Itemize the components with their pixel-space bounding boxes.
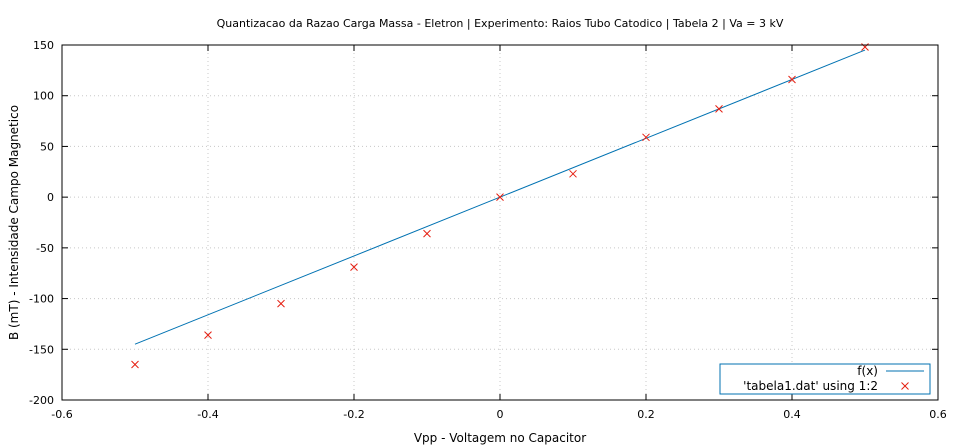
marker-stroke [715, 105, 723, 113]
marker-stroke [901, 382, 909, 390]
y-tick-label: -100 [29, 293, 54, 306]
x-tick-label: -0.4 [197, 408, 218, 421]
grid [62, 45, 938, 400]
axes: -0.6 -0.4 -0.2 0 0.2 0.4 0.6 -200 -150 -100 -50 0 50… [29, 39, 947, 421]
marker-stroke [204, 331, 212, 339]
y-tick-label: -150 [29, 343, 54, 356]
marker-stroke [131, 360, 139, 369]
data-point [131, 360, 139, 369]
x-tick-label: 0 [497, 408, 504, 421]
marker-stroke [496, 193, 504, 201]
x-axis-title: Vpp - Voltagem no Capacitor [414, 431, 586, 445]
legend-x-marker [901, 382, 909, 390]
legend-marker-data [901, 382, 909, 390]
data-point [277, 299, 285, 308]
legend-label-data: 'tabela1.dat' using 1:2 [743, 379, 878, 393]
x-tick-label: 0.4 [783, 408, 801, 421]
marker-stroke [423, 229, 431, 238]
data-point [788, 75, 796, 84]
chart-title: Quantizacao da Razao Carga Massa - Eletr… [217, 17, 784, 30]
y-tick-label: 50 [40, 140, 54, 153]
marker-stroke [350, 263, 358, 271]
data-point [496, 193, 504, 201]
data-point [204, 331, 212, 339]
legend-box [719, 363, 931, 395]
data-point [715, 105, 723, 113]
legend-label-fx: f(x) [857, 364, 878, 378]
marker-stroke [642, 133, 650, 142]
data-point [569, 169, 577, 178]
y-tick-label: -50 [36, 242, 54, 255]
marker-stroke [569, 169, 577, 178]
y-tick-label: -200 [29, 394, 54, 407]
y-tick-label: 0 [47, 191, 54, 204]
x-tick-label: 0.6 [929, 408, 947, 421]
y-tick-label: 150 [33, 39, 54, 52]
x-tick-label: -0.2 [343, 408, 364, 421]
data-point [642, 133, 650, 142]
data-point [350, 263, 358, 271]
y-tick-label: 100 [33, 90, 54, 103]
x-tick-label: -0.6 [51, 408, 72, 421]
legend: f(x) 'tabela1.dat' using 1:2 [719, 363, 931, 395]
plot-frame [61, 44, 939, 401]
marker-stroke [788, 75, 796, 84]
y-axis-title: B (mT) - Intensidade Campo Magnetico [7, 105, 21, 340]
data-point [423, 229, 431, 238]
x-tick-label: 0.2 [637, 408, 655, 421]
marker-stroke [277, 299, 285, 308]
